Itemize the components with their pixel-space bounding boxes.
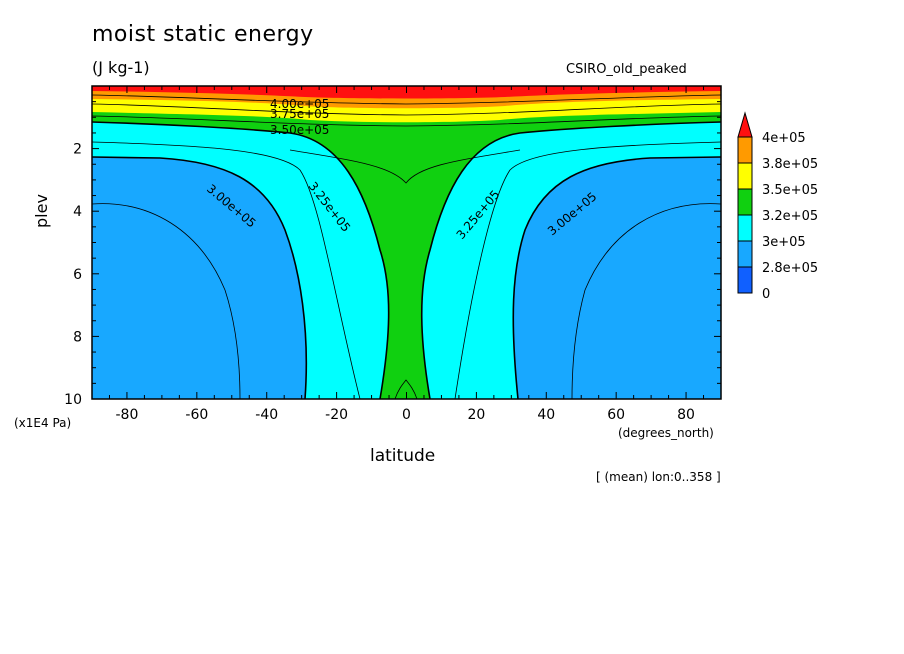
axis-ticks: -80 -60 -40 -20 0 20 40 60 80 2 4 6 8 10 (64, 85, 722, 423)
contour-fills (92, 86, 721, 399)
contour-line-thin-e (289, 149, 521, 184)
x-tick-label: 40 (537, 407, 555, 423)
colorbar-label: 3.2e+05 (762, 209, 818, 224)
y-tick-label: 6 (73, 267, 82, 283)
contour-line-thin-h (92, 94, 721, 105)
colorbar-swatch (737, 188, 753, 216)
x-tick-label: 0 (402, 407, 411, 423)
y-tick-label: 2 (73, 142, 82, 158)
contour-line-325-right (420, 121, 721, 399)
contour-line-300-right (512, 156, 721, 399)
colorbar-label: 3.5e+05 (762, 183, 818, 198)
chart-title: moist static energy (92, 22, 314, 47)
x-tick-label: 60 (607, 407, 625, 423)
contour-line-300-left (92, 156, 308, 399)
x-tick-label: -40 (255, 407, 278, 423)
chart-units: (J kg-1) (92, 58, 150, 77)
y-tick-label: 10 (64, 392, 82, 408)
colorbar-label: 4e+05 (762, 131, 806, 146)
colorbar-label: 3.8e+05 (762, 157, 818, 172)
y-tick-label: 8 (73, 329, 82, 345)
y-tick-label: 4 (73, 204, 82, 220)
colorbar-swatch (737, 162, 753, 190)
contour-line-thin-g (92, 103, 721, 116)
x-tick-label: 80 (677, 407, 695, 423)
colorbar-swatch (737, 240, 753, 268)
footer-note: [ (mean) lon:0..358 ] (596, 470, 721, 484)
contour-line-325-left (92, 121, 390, 399)
contour-label-375: 3.75e+05 (270, 107, 329, 121)
source-label: CSIRO_old_peaked (566, 62, 687, 77)
contour-line-thin-b (571, 203, 721, 399)
colorbar-label: 0 (762, 287, 770, 302)
colorbar-swatch-top (737, 111, 753, 138)
contour-lines (92, 94, 721, 399)
colorbar-swatch (737, 266, 753, 294)
colorbar-swatch (737, 136, 753, 164)
fill-green-band (92, 86, 721, 399)
colorbar-swatch (737, 214, 753, 242)
x-tick-label: -80 (116, 407, 139, 423)
colorbar: 4e+05 3.8e+05 3.5e+05 3.2e+05 3e+05 2.8e+05 0 (737, 111, 818, 302)
x-tick-label: -20 (325, 407, 348, 423)
contour-line-thin-c (92, 141, 361, 399)
contour-line-thin-a (92, 203, 241, 399)
colorbar-label: 3e+05 (762, 235, 806, 250)
colorbar-label: 2.8e+05 (762, 261, 818, 276)
contour-line-thin-d (454, 141, 721, 399)
contour-label-350: 3.50e+05 (270, 123, 329, 137)
x-axis-label: latitude (370, 446, 436, 466)
x-tick-label: -60 (185, 407, 208, 423)
contour-label-400: 4.00e+05 (270, 97, 329, 111)
y-scale-note: (x1E4 Pa) (14, 416, 72, 430)
contour-line-thin-f (92, 115, 721, 127)
contour-line-thin-i (394, 379, 418, 399)
x-axis-units: (degrees_north) (618, 426, 714, 440)
x-tick-label: 20 (467, 407, 485, 423)
